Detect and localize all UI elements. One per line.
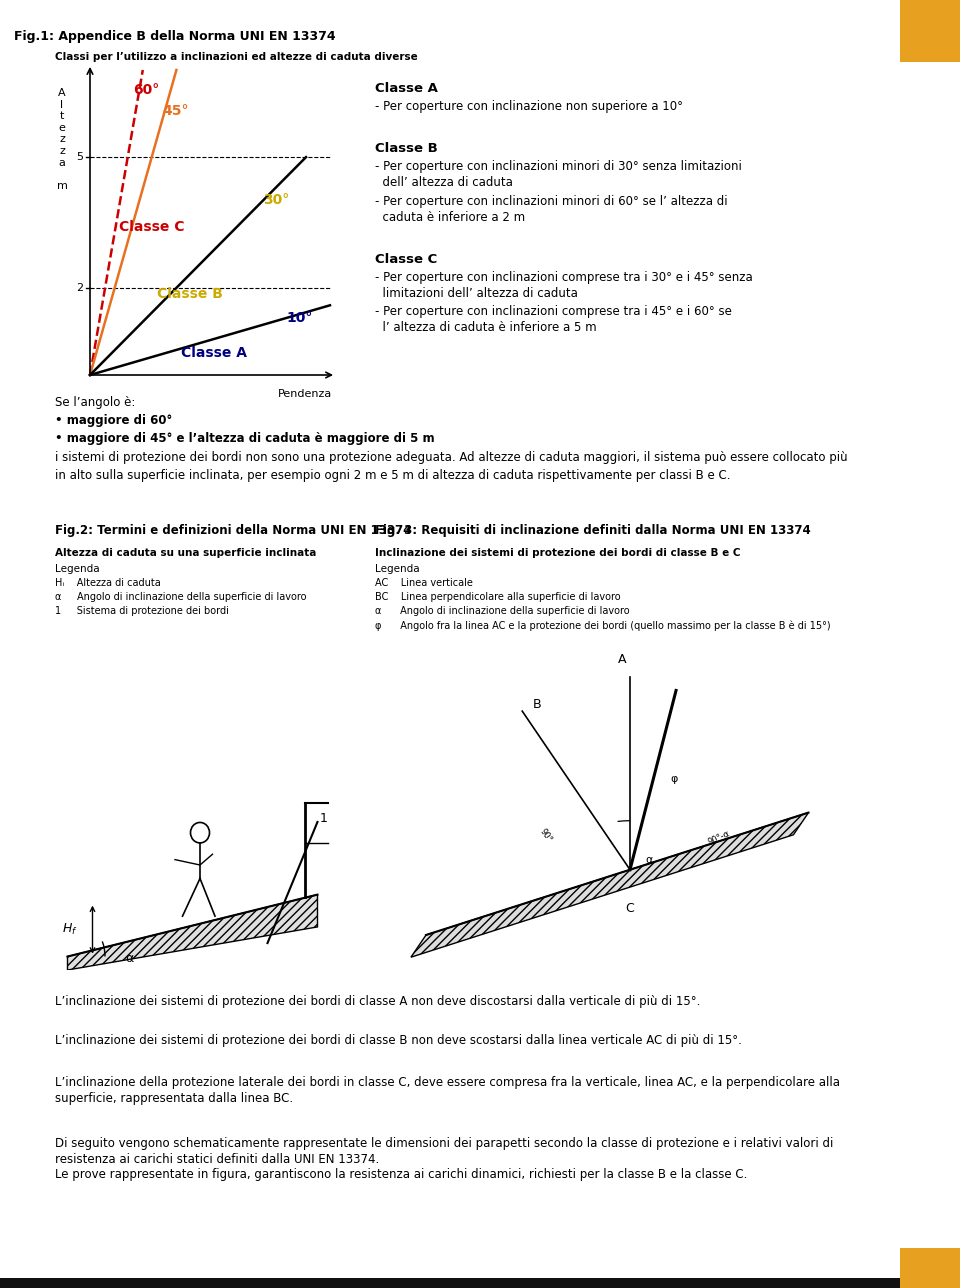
Text: L’inclinazione della protezione laterale dei bordi in classe C, deve essere comp: L’inclinazione della protezione laterale… — [55, 1075, 840, 1088]
Text: Hᵢ    Altezza di caduta: Hᵢ Altezza di caduta — [55, 578, 160, 589]
Text: Le prove rappresentate in figura, garantiscono la resistenza ai carichi dinamici: Le prove rappresentate in figura, garant… — [55, 1168, 748, 1181]
Text: Pendenza: Pendenza — [277, 389, 332, 399]
Text: l’ altezza di caduta è inferiore a 5 m: l’ altezza di caduta è inferiore a 5 m — [375, 321, 596, 334]
Text: Altezza di caduta su una superficie inclinata: Altezza di caduta su una superficie incl… — [55, 547, 317, 558]
Text: Di seguito vengono schematicamente rappresentate le dimensioni dei parapetti sec: Di seguito vengono schematicamente rappr… — [55, 1137, 833, 1150]
Polygon shape — [411, 813, 808, 957]
Text: - Per coperture con inclinazioni comprese tra i 30° e i 45° senza: - Per coperture con inclinazioni compres… — [375, 270, 753, 283]
Text: 1: 1 — [320, 811, 328, 824]
Text: Classe A: Classe A — [181, 346, 248, 361]
Text: Classe C: Classe C — [375, 252, 437, 267]
Text: i sistemi di protezione dei bordi non sono una protezione adeguata. Ad altezze d: i sistemi di protezione dei bordi non so… — [55, 451, 848, 464]
Bar — [900, 0, 960, 62]
Text: - Per coperture con inclinazioni minori di 60° se l’ altezza di: - Per coperture con inclinazioni minori … — [375, 194, 728, 207]
Text: 10°: 10° — [287, 310, 313, 325]
Text: Fig.2: Termini e definizioni della Norma UNI EN 13374: Fig.2: Termini e definizioni della Norma… — [55, 524, 412, 537]
Text: C: C — [626, 902, 635, 914]
Text: caduta è inferiore a 2 m: caduta è inferiore a 2 m — [375, 211, 525, 224]
Text: - Per coperture con inclinazione non superiore a 10°: - Per coperture con inclinazione non sup… — [375, 100, 683, 113]
Text: φ      Angolo fra la linea AC e la protezione dei bordi (quello massimo per la c: φ Angolo fra la linea AC e la protezione… — [375, 620, 830, 631]
Text: Legenda: Legenda — [375, 564, 420, 574]
Text: α: α — [125, 952, 133, 965]
Text: Classe B: Classe B — [375, 142, 438, 155]
Text: Fig. 3: Requisiti di inclinazione definiti dalla Norma UNI EN 13374: Fig. 3: Requisiti di inclinazione defini… — [375, 524, 811, 537]
Text: α: α — [645, 855, 653, 864]
Text: α     Angolo di inclinazione della superficie di lavoro: α Angolo di inclinazione della superfici… — [55, 592, 306, 601]
Text: A
l
t
e
z
z
a

m: A l t e z z a m — [57, 88, 67, 191]
Text: superficie, rappresentata dalla linea BC.: superficie, rappresentata dalla linea BC… — [55, 1092, 293, 1105]
Text: 90°: 90° — [539, 827, 554, 844]
Text: in alto sulla superficie inclinata, per esempio ogni 2 m e 5 m di altezza di cad: in alto sulla superficie inclinata, per … — [55, 469, 731, 482]
Text: limitazioni dell’ altezza di caduta: limitazioni dell’ altezza di caduta — [375, 287, 578, 300]
Text: 45°: 45° — [162, 104, 188, 118]
Text: 90°-α: 90°-α — [707, 829, 732, 848]
Text: B: B — [533, 698, 541, 711]
Text: 1     Sistema di protezione dei bordi: 1 Sistema di protezione dei bordi — [55, 605, 228, 616]
Text: - Per coperture con inclinazioni minori di 30° senza limitazioni: - Per coperture con inclinazioni minori … — [375, 160, 742, 173]
Text: L’inclinazione dei sistemi di protezione dei bordi di classe A non deve discosta: L’inclinazione dei sistemi di protezione… — [55, 996, 701, 1009]
Bar — [900, 1248, 960, 1288]
Text: Classe A: Classe A — [375, 82, 438, 95]
Text: $H_f$: $H_f$ — [62, 922, 78, 938]
Text: BC    Linea perpendicolare alla superficie di lavoro: BC Linea perpendicolare alla superficie … — [375, 592, 620, 601]
Text: Legenda: Legenda — [55, 564, 100, 574]
Text: 5: 5 — [76, 152, 83, 162]
Text: Classe B: Classe B — [157, 287, 223, 301]
Text: Classe C: Classe C — [119, 220, 184, 234]
Text: S1: S1 — [912, 19, 948, 43]
Text: A: A — [618, 653, 627, 666]
Text: Fig.1: Appendice B della Norma UNI EN 13374: Fig.1: Appendice B della Norma UNI EN 13… — [14, 30, 336, 43]
Text: Se l’angolo è:: Se l’angolo è: — [55, 395, 135, 410]
Text: φ: φ — [671, 774, 678, 784]
Text: • maggiore di 60°: • maggiore di 60° — [55, 413, 172, 428]
Text: L’inclinazione dei sistemi di protezione dei bordi di classe B non deve scostars: L’inclinazione dei sistemi di protezione… — [55, 1034, 742, 1047]
Text: • maggiore di 45° e l’altezza di caduta è maggiore di 5 m: • maggiore di 45° e l’altezza di caduta … — [55, 431, 435, 444]
Text: dell’ altezza di caduta: dell’ altezza di caduta — [375, 176, 513, 189]
Bar — [0, 1278, 900, 1288]
Text: Classi per l’utilizzo a inclinazioni ed altezze di caduta diverse: Classi per l’utilizzo a inclinazioni ed … — [55, 52, 418, 62]
Text: resistenza ai carichi statici definiti dalla UNI EN 13374.: resistenza ai carichi statici definiti d… — [55, 1153, 379, 1166]
Text: α      Angolo di inclinazione della superficie di lavoro: α Angolo di inclinazione della superfici… — [375, 605, 630, 616]
Polygon shape — [67, 895, 318, 970]
Text: 60°: 60° — [133, 82, 159, 97]
Text: 30°: 30° — [263, 193, 289, 207]
Text: - Per coperture con inclinazioni comprese tra i 45° e i 60° se: - Per coperture con inclinazioni compres… — [375, 305, 732, 318]
Text: AC    Linea verticale: AC Linea verticale — [375, 578, 473, 589]
Text: 9: 9 — [923, 1258, 937, 1278]
Text: 2: 2 — [76, 283, 83, 292]
Text: Inclinazione dei sistemi di protezione dei bordi di classe B e C: Inclinazione dei sistemi di protezione d… — [375, 547, 740, 558]
